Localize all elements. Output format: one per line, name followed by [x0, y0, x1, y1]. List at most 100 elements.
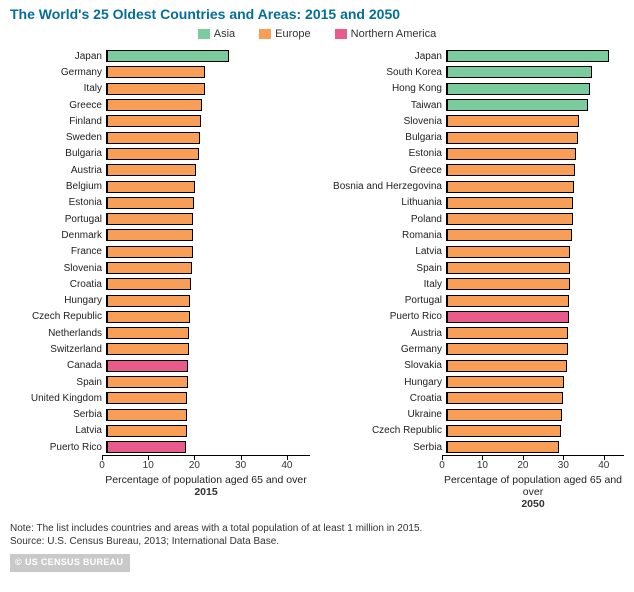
- axis-tick-label: 0: [439, 460, 445, 471]
- bar-track: [106, 115, 310, 127]
- bar-label: Czech Republic: [10, 311, 106, 322]
- plot-area: JapanSouth KoreaHong KongTaiwanSloveniaB…: [324, 48, 624, 455]
- bar-row: Romania: [324, 227, 624, 243]
- bar: [107, 376, 188, 388]
- bar-track: [446, 425, 624, 437]
- x-axis: 010203040: [442, 455, 624, 472]
- bar: [107, 425, 187, 437]
- bar: [447, 181, 574, 193]
- bar-row: South Korea: [324, 64, 624, 80]
- bar-track: [106, 83, 310, 95]
- legend-item: Northern America: [335, 28, 437, 40]
- bar-track: [446, 148, 624, 160]
- bar-track: [106, 66, 310, 78]
- bar-track: [446, 392, 624, 404]
- bar: [107, 278, 191, 290]
- bar-row: Japan: [10, 48, 310, 64]
- bar-track: [446, 66, 624, 78]
- axis-tick-label: 30: [235, 460, 246, 471]
- bar: [107, 229, 193, 241]
- bar-label: Belgium: [10, 181, 106, 192]
- bar: [447, 409, 562, 421]
- x-label-wrap: Percentage of population aged 65 and ove…: [324, 472, 624, 498]
- bar-label: Poland: [324, 214, 446, 225]
- bar-label: Romania: [324, 230, 446, 241]
- bar: [447, 229, 572, 241]
- legend-item: Europe: [259, 28, 310, 40]
- bar-row: Bulgaria: [324, 129, 624, 145]
- chart-title: The World's 25 Oldest Countries and Area…: [10, 6, 624, 22]
- bar-track: [446, 327, 624, 339]
- bar-label: Portugal: [10, 214, 106, 225]
- bar-row: Austria: [324, 325, 624, 341]
- bar-track: [446, 213, 624, 225]
- bar: [447, 278, 570, 290]
- bar: [107, 197, 194, 209]
- bar-track: [106, 262, 310, 274]
- axis-tick-label: 40: [281, 460, 292, 471]
- year-label-wrap: 2015: [10, 486, 310, 498]
- bar-label: Hong Kong: [324, 83, 446, 94]
- bar-row: Portugal: [10, 211, 310, 227]
- legend-swatch: [335, 29, 347, 39]
- bar-track: [446, 83, 624, 95]
- bar-track: [106, 213, 310, 225]
- bar-row: Bosnia and Herzegovina: [324, 178, 624, 194]
- bar-row: Spain: [10, 374, 310, 390]
- year-label-spacer: [10, 486, 102, 498]
- bar-label: Bulgaria: [324, 132, 446, 143]
- bar: [447, 311, 569, 323]
- bar-track: [106, 229, 310, 241]
- bar-row: Germany: [10, 64, 310, 80]
- bar-row: Spain: [324, 260, 624, 276]
- bar-row: Lithuania: [324, 195, 624, 211]
- bar-label: Latvia: [324, 246, 446, 257]
- bar-row: Sweden: [10, 129, 310, 145]
- bar-row: Canada: [10, 358, 310, 374]
- bar: [107, 246, 193, 258]
- bar: [107, 311, 190, 323]
- bar: [107, 164, 196, 176]
- bar-row: Switzerland: [10, 341, 310, 357]
- bar-label: Japan: [10, 51, 106, 62]
- bar-row: France: [10, 244, 310, 260]
- bar-row: Belgium: [10, 178, 310, 194]
- year-label-spacer: [324, 498, 442, 510]
- bar-label: Finland: [10, 116, 106, 127]
- bar-row: Puerto Rico: [324, 309, 624, 325]
- bar-row: Hong Kong: [324, 81, 624, 97]
- x-axis-wrap: 010203040: [10, 455, 310, 472]
- bar-track: [106, 343, 310, 355]
- bar-label: France: [10, 246, 106, 257]
- bar-track: [446, 343, 624, 355]
- bar-track: [106, 441, 310, 453]
- x-axis-label: Percentage of population aged 65 and ove…: [442, 474, 624, 498]
- axis-spacer: [324, 455, 442, 472]
- bar-row: Hungary: [324, 374, 624, 390]
- bar: [107, 148, 199, 160]
- bar-row: Czech Republic: [324, 423, 624, 439]
- bar-row: Greece: [10, 97, 310, 113]
- charts-row: Japan Germany Italy Greece Finland Sweden Bulg…: [10, 48, 624, 510]
- bar-label: Italy: [10, 83, 106, 94]
- bar-label: Japan: [324, 51, 446, 62]
- bar: [447, 50, 609, 62]
- bar-label: Greece: [324, 165, 446, 176]
- bar-label: Croatia: [10, 279, 106, 290]
- legend-label: Asia: [214, 28, 235, 40]
- bar-row: Czech Republic: [10, 309, 310, 325]
- bar-row: Netherlands: [10, 325, 310, 341]
- bar-row: Estonia: [10, 195, 310, 211]
- year-label: 2015: [102, 486, 310, 498]
- bar-label: Portugal: [324, 295, 446, 306]
- bar: [447, 83, 590, 95]
- bar: [107, 343, 189, 355]
- bar-label: Bulgaria: [10, 148, 106, 159]
- bar-track: [446, 229, 624, 241]
- bar-label: Denmark: [10, 230, 106, 241]
- bar-row: Hungary: [10, 292, 310, 308]
- bar-track: [446, 132, 624, 144]
- bar-label: Germany: [10, 67, 106, 78]
- bar-track: [446, 115, 624, 127]
- chart-2050: JapanSouth KoreaHong KongTaiwanSloveniaB…: [324, 48, 624, 510]
